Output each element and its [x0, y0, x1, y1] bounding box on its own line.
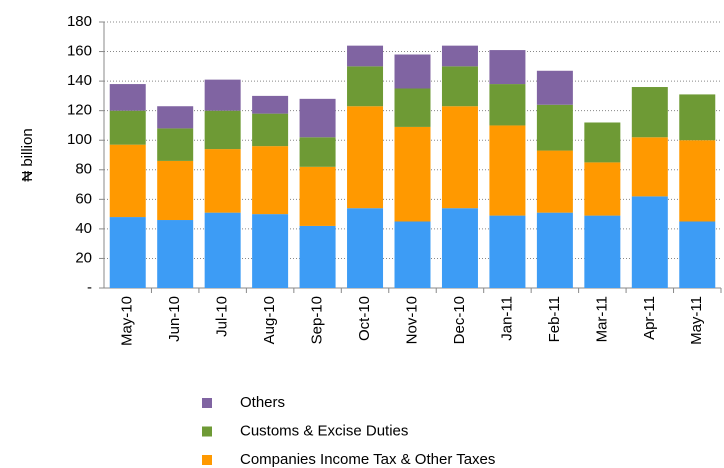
bar-segment	[679, 140, 716, 222]
bar-segment	[157, 106, 194, 129]
y-tick-label: 180	[67, 13, 92, 30]
bar-segment	[109, 217, 146, 288]
bar-segment	[204, 149, 241, 213]
bar-segment	[109, 84, 146, 111]
bar-segment	[299, 225, 336, 288]
bar-segment	[394, 88, 431, 127]
bar-segment	[204, 79, 241, 111]
bar-segment	[347, 208, 384, 288]
bar-segment	[394, 126, 431, 222]
legend-swatch	[202, 426, 212, 437]
bar-segment	[584, 162, 621, 216]
bar-segment	[536, 70, 573, 105]
bar-segment	[252, 146, 289, 215]
x-tick-label: Jan-11	[498, 296, 515, 341]
y-tick-label: 60	[75, 190, 92, 207]
bar-segment	[252, 113, 289, 147]
bar-segment	[489, 84, 526, 126]
bar-segment	[584, 122, 621, 163]
bar-segment	[441, 208, 478, 288]
legend-swatch	[202, 398, 212, 408]
x-tick-label: Feb-11	[546, 296, 563, 342]
bar-segment	[631, 196, 668, 288]
bar-segment	[631, 137, 668, 197]
bar-segment	[299, 166, 336, 226]
bar-segment	[157, 160, 194, 221]
bar-segment	[394, 221, 431, 288]
bar-segment	[584, 215, 621, 288]
bar-segment	[679, 94, 716, 141]
y-tick-label: 140	[67, 72, 92, 89]
x-tick-label: Apr-11	[641, 296, 658, 340]
legend-swatch	[202, 455, 212, 465]
bar-segment	[394, 54, 431, 89]
bar-segment	[489, 50, 526, 85]
bar-segment	[299, 137, 336, 167]
bar-segment	[157, 220, 194, 288]
bar-segment	[489, 215, 526, 288]
y-tick-label: 100	[67, 131, 92, 148]
bar-segment	[347, 45, 384, 67]
bar-segment	[347, 106, 384, 209]
bar-segment	[157, 128, 194, 161]
x-tick-label: Dec-10	[451, 296, 468, 344]
y-tick-label: -	[87, 279, 92, 296]
x-tick-label: May-11	[688, 296, 705, 345]
x-tick-label: Jun-10	[166, 296, 183, 342]
y-tick-label: 80	[75, 161, 92, 178]
bar-segment	[489, 125, 526, 216]
legend-label: Customs & Excise Duties	[240, 422, 408, 439]
bar-segment	[252, 214, 289, 288]
y-tick-label: 120	[67, 102, 92, 119]
legend-label: Others	[240, 394, 285, 411]
bar-segment	[204, 212, 241, 288]
bar-segment	[441, 66, 478, 107]
bar-segment	[347, 66, 384, 107]
y-tick-label: 160	[67, 43, 92, 60]
y-tick-label: 40	[75, 220, 92, 237]
legend-label: Companies Income Tax & Other Taxes	[240, 451, 495, 468]
x-tick-label: Nov-10	[403, 296, 420, 344]
bar-segment	[631, 87, 668, 138]
x-tick-label: Oct-10	[356, 296, 373, 341]
y-axis-label: ₦ billion	[19, 128, 36, 181]
bar-segment	[679, 221, 716, 288]
bar-segment	[441, 106, 478, 209]
bar-segment	[536, 104, 573, 151]
bar-segment	[109, 110, 146, 145]
bar-segment	[299, 98, 336, 138]
bar-segment	[204, 110, 241, 150]
bar-segment	[109, 144, 146, 218]
bar-segment	[441, 45, 478, 67]
bar-segment	[536, 212, 573, 288]
x-tick-label: May-10	[119, 296, 136, 346]
x-tick-label: Aug-10	[261, 296, 278, 344]
x-tick-label: Jul-10	[214, 296, 231, 337]
x-tick-label: Sep-10	[309, 296, 326, 344]
x-tick-label: Mar-11	[593, 296, 610, 342]
y-tick-label: 20	[75, 249, 92, 266]
bar-segment	[536, 150, 573, 213]
bar-segment	[252, 95, 289, 114]
